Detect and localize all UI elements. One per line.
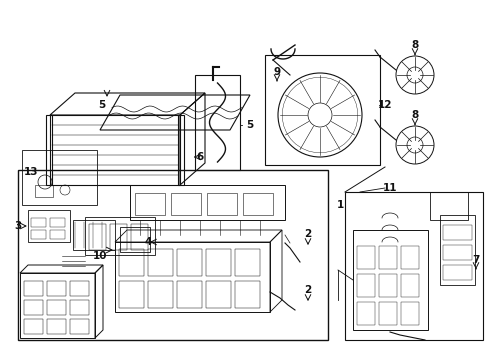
Bar bbox=[430, 192, 468, 220]
Text: 7: 7 bbox=[472, 255, 480, 265]
Bar bbox=[235, 281, 260, 308]
Bar bbox=[401, 246, 419, 269]
Bar bbox=[50, 230, 65, 239]
Bar bbox=[115, 242, 270, 312]
Bar bbox=[47, 300, 66, 315]
Bar bbox=[20, 273, 95, 338]
Bar bbox=[440, 215, 475, 285]
Text: 9: 9 bbox=[273, 67, 281, 77]
Text: 3: 3 bbox=[14, 221, 22, 231]
Bar bbox=[357, 302, 375, 325]
Text: 13: 13 bbox=[24, 167, 39, 177]
Bar bbox=[89, 224, 106, 250]
Bar bbox=[401, 274, 419, 297]
Bar bbox=[31, 218, 46, 227]
Bar bbox=[47, 281, 66, 296]
Bar bbox=[24, 319, 43, 334]
Bar bbox=[443, 265, 472, 280]
Bar bbox=[171, 193, 201, 215]
Bar bbox=[357, 246, 375, 269]
Bar bbox=[70, 319, 89, 334]
Bar bbox=[148, 281, 173, 308]
Bar bbox=[110, 224, 127, 250]
Bar bbox=[70, 300, 89, 315]
Bar bbox=[443, 245, 472, 260]
Bar bbox=[235, 249, 260, 276]
Bar bbox=[24, 300, 43, 315]
Bar bbox=[135, 193, 165, 215]
Bar bbox=[50, 218, 65, 227]
Bar bbox=[379, 274, 397, 297]
Bar bbox=[357, 274, 375, 297]
Bar bbox=[353, 230, 428, 330]
Text: 4: 4 bbox=[145, 237, 152, 247]
Bar bbox=[148, 249, 173, 276]
Bar bbox=[46, 115, 52, 185]
Bar bbox=[207, 193, 237, 215]
Bar bbox=[177, 281, 202, 308]
Bar bbox=[119, 249, 144, 276]
Bar bbox=[85, 217, 155, 255]
Text: 2: 2 bbox=[304, 229, 312, 239]
Text: 6: 6 bbox=[196, 152, 204, 162]
Bar bbox=[70, 281, 89, 296]
Bar bbox=[120, 227, 150, 252]
Bar bbox=[443, 225, 472, 240]
Bar bbox=[35, 185, 53, 197]
Bar bbox=[177, 249, 202, 276]
Bar bbox=[130, 185, 285, 220]
Bar bbox=[195, 75, 240, 170]
Bar bbox=[379, 246, 397, 269]
Bar bbox=[119, 281, 144, 308]
Bar bbox=[131, 224, 148, 250]
Bar bbox=[73, 220, 115, 250]
Bar bbox=[31, 230, 46, 239]
Text: 12: 12 bbox=[378, 100, 392, 110]
Text: 10: 10 bbox=[93, 251, 107, 261]
Bar bbox=[18, 170, 328, 340]
Text: 5: 5 bbox=[98, 100, 106, 110]
Bar bbox=[22, 150, 97, 205]
Bar bbox=[206, 281, 231, 308]
Bar bbox=[265, 55, 380, 165]
Bar bbox=[345, 192, 483, 340]
Bar bbox=[28, 210, 70, 242]
Text: 5: 5 bbox=[246, 120, 254, 130]
Bar bbox=[24, 281, 43, 296]
Bar bbox=[401, 302, 419, 325]
Text: 1: 1 bbox=[336, 200, 343, 210]
Text: 11: 11 bbox=[383, 183, 397, 193]
Bar bbox=[47, 319, 66, 334]
Text: 8: 8 bbox=[412, 40, 418, 50]
Text: 8: 8 bbox=[412, 110, 418, 120]
Bar bbox=[379, 302, 397, 325]
Bar bbox=[243, 193, 273, 215]
Bar bbox=[178, 115, 184, 185]
Bar bbox=[206, 249, 231, 276]
Text: 2: 2 bbox=[304, 285, 312, 295]
